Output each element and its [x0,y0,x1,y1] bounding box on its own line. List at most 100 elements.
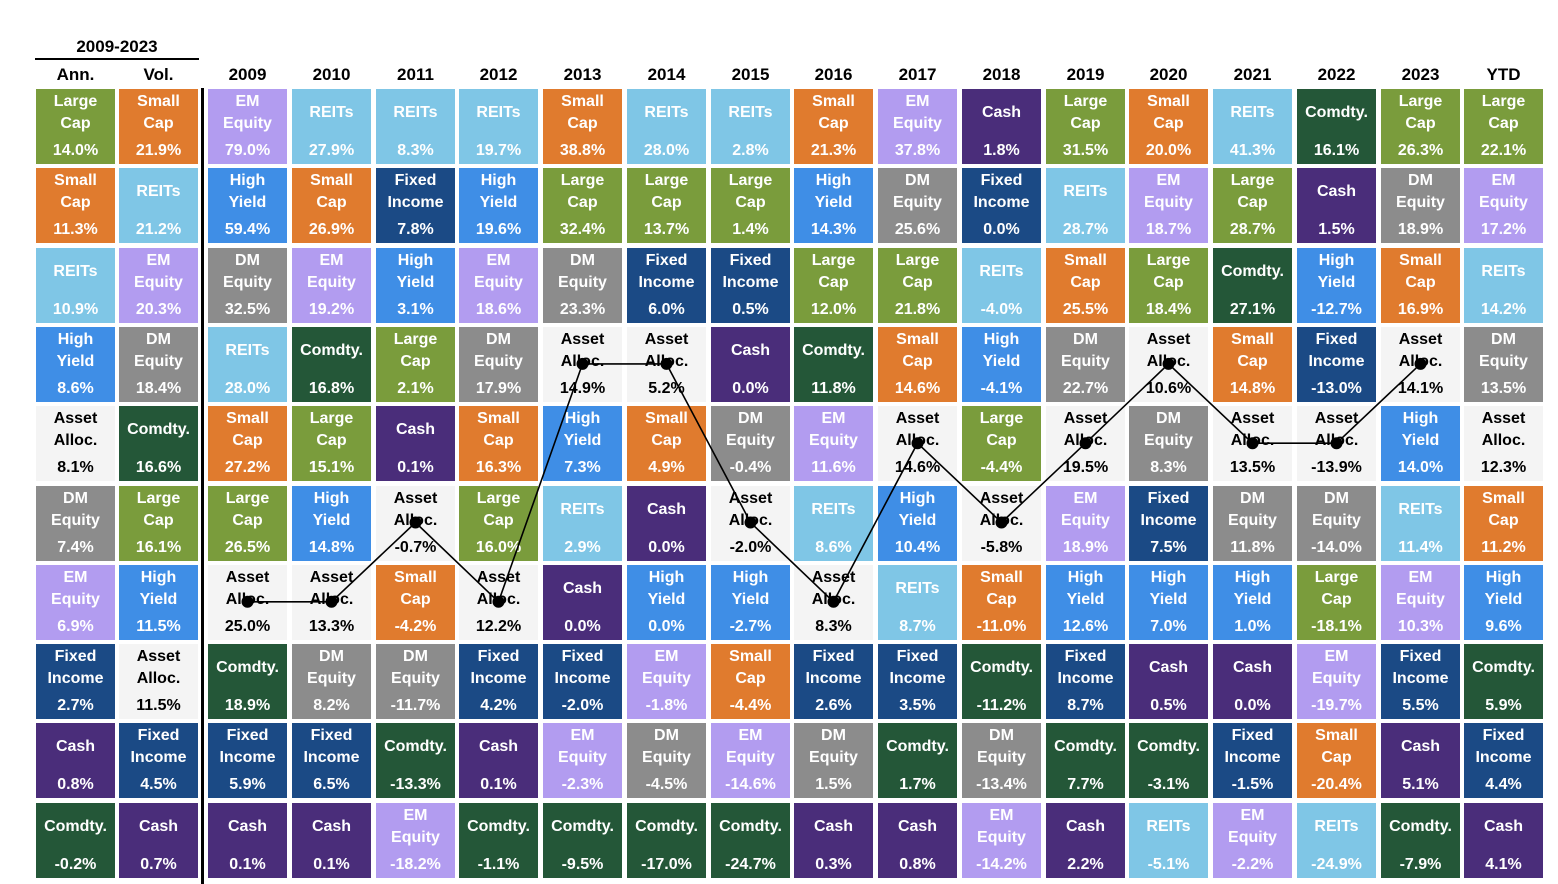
cell-lc-vol: Large Cap 16.1% [119,485,198,561]
cell-label-line1: DM [146,330,171,348]
cell-lc-2009: Large Cap 26.5% [208,485,287,561]
cell-value: -14.0% [1311,538,1362,556]
cell-ca-ytd: Cash 4.1% [1464,802,1543,878]
cell-value: 8.3% [397,142,434,159]
cell-value: 0.1% [229,855,266,873]
cell-em-2013: EM Equity -2.3% [543,723,622,799]
cell-label: Cash [55,738,96,756]
cell-label-line1: Small [980,568,1023,586]
cell-label-line1: DM [486,330,511,348]
cell-value: 22.7% [1062,379,1109,397]
cell-label-line2: Cap [483,432,514,450]
cell-dm-2021: DM Equity 11.8% [1213,485,1292,561]
cell-value: 20.0% [1145,142,1192,159]
cell-fi-ytd: Fixed Income 4.4% [1464,723,1543,799]
cell-label-line1: High [732,568,769,586]
cell-re-2012: REITs 19.7% [459,89,538,164]
cell-value: 32.4% [559,221,606,239]
cell-co-2018: Comdty. -11.2% [962,644,1041,720]
cell-label: Comdty. [467,817,530,835]
cell-fi-2022: Fixed Income -13.0% [1297,326,1376,402]
cell-dm-ann: DM Equity 7.4% [36,485,115,561]
cell-value: 8.7% [899,617,936,635]
cell-label-line1: Large [1481,93,1526,110]
cell-value: 4.2% [480,697,517,715]
cell-label-line2: Cap [143,115,174,132]
cell-value: 7.0% [1150,617,1187,635]
cell-label-line1: Fixed [896,648,939,666]
cell-label: Cash [1483,817,1524,835]
cell-re-2016: REITs 8.6% [794,485,873,561]
cell-value: -13.4% [976,776,1027,794]
cell-label-line1: Asset [476,568,521,586]
cell-ca-2013: Cash 0.0% [543,564,622,640]
cell-label-line1: Small [477,410,520,428]
cell-dm-2017: DM Equity 25.6% [878,168,957,244]
cell-co-ytd: Comdty. 5.9% [1464,644,1543,720]
cell-em-ytd: EM Equity 17.2% [1464,168,1543,244]
cell-value: -9.5% [561,855,604,873]
cell-label-line2: Income [1140,511,1197,529]
cell-label-line2: Equity [642,670,691,688]
cell-lc-ytd: Large Cap 22.1% [1464,89,1543,164]
cell-label-line1: Large [309,410,354,428]
cell-label-line1: EM [1324,648,1349,666]
cell-label-line2: Cap [1070,273,1101,291]
cell-value: 8.3% [815,617,852,635]
cell-label-line1: High [313,489,350,507]
cell-aa-ann: Asset Alloc. 8.1% [36,406,115,482]
cell-label-line1: Large [811,251,856,269]
cell-value: 6.9% [57,617,94,635]
cell-label-line1: Fixed [54,648,97,666]
cell-label-line1: EM [1408,568,1433,586]
cell-label-line1: Large [476,489,521,507]
cell-label-line1: Fixed [812,648,855,666]
cell-label-line2: Equity [642,749,691,767]
cell-value: 14.8% [308,538,355,556]
cell-label-line1: High [983,330,1020,348]
cell-value: -0.2% [54,855,97,873]
cell-label-line2: Cap [143,511,174,529]
cell-sc-2021: Small Cap 14.8% [1213,326,1292,402]
cell-lc-2021: Large Cap 28.7% [1213,168,1292,244]
cell-label-line2: Equity [558,749,607,767]
cell-value: 26.5% [224,538,271,556]
cell-label-line1: DM [1073,330,1098,348]
cell-label-line1: High [648,568,685,586]
cell-label-line2: Yield [312,511,351,529]
cell-label-line2: Yield [563,432,602,450]
cell-label: Comdty. [802,341,865,359]
cell-sc-2009: Small Cap 27.2% [208,406,287,482]
cell-label-line1: Large [560,172,605,190]
cell-label: REITs [136,183,181,201]
cell-value: 16.0% [475,538,522,556]
cell-label-line1: High [1150,568,1187,586]
cell-lc-2015: Large Cap 1.4% [711,168,790,244]
cell-label: Cash [646,500,687,518]
cell-value: 5.1% [1402,776,1439,794]
cell-label: REITs [728,104,773,121]
cell-label-line1: DM [821,727,846,745]
summary-header-vol: Vol. [143,65,174,84]
cell-value: 31.5% [1062,142,1109,159]
cell-label-line2: Cap [1405,115,1436,132]
cell-value: 2.2% [1067,855,1104,873]
cell-fi-2014: Fixed Income 6.0% [627,247,706,323]
cell-value: 38.8% [559,142,606,159]
cell-label-line2: Income [973,194,1030,212]
cell-label-line1: Fixed [226,727,269,745]
cell-value: 79.0% [224,142,271,159]
cell-hy-2016: High Yield 14.3% [794,168,873,244]
cell-label: REITs [1398,500,1443,518]
cell-co-2014: Comdty. -17.0% [627,802,706,878]
cell-value: -24.7% [725,855,776,873]
cell-value: 28.0% [224,379,271,397]
cell-value: -4.0% [980,300,1023,318]
cell-ca-2011: Cash 0.1% [376,406,455,482]
cell-value: 14.8% [1229,379,1276,397]
cell-em-2017: EM Equity 37.8% [878,89,957,164]
cell-label: Cash [813,817,854,835]
cell-co-2010: Comdty. 16.8% [292,326,371,402]
cell-value: 25.6% [894,221,941,239]
cell-fi-2020: Fixed Income 7.5% [1129,485,1208,561]
